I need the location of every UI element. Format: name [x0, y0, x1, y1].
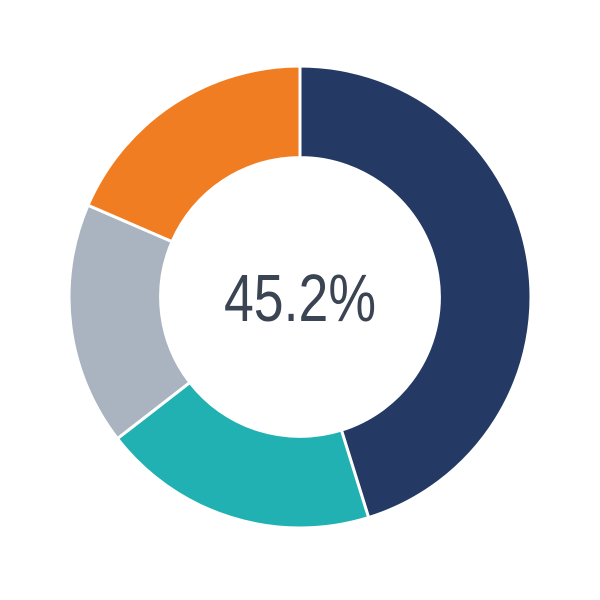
donut-slices: [67, 64, 533, 530]
donut-segment-teal: [115, 380, 371, 530]
donut-segment-orange: [86, 64, 302, 244]
donut-segment-navy: [298, 64, 533, 520]
donut-center-label: 45.2%: [224, 261, 376, 336]
